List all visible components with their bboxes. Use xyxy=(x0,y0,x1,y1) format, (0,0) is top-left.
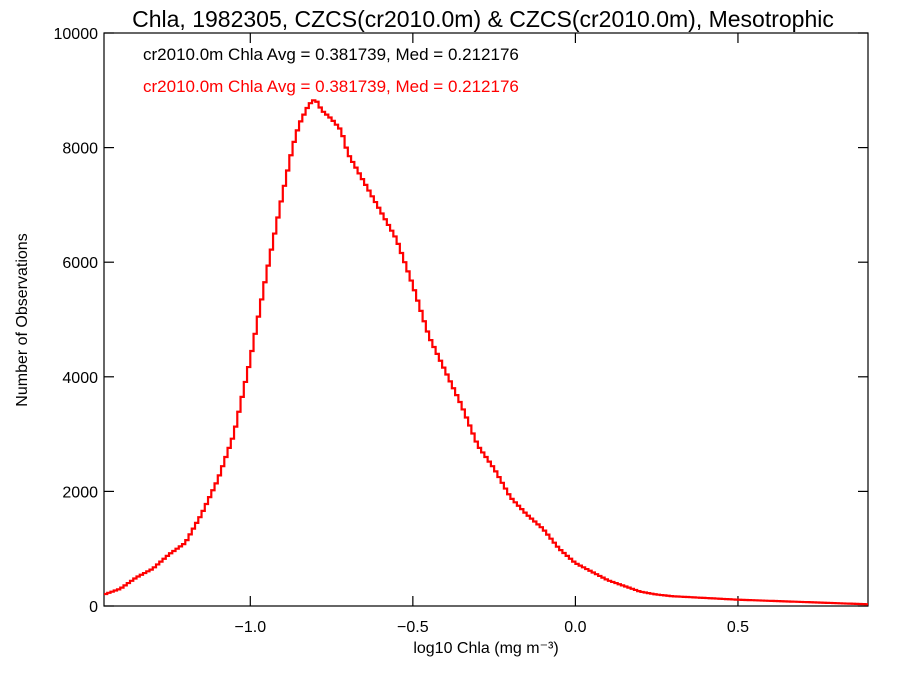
y-axis-label: Number of Observations xyxy=(14,233,31,406)
x-tick-label: 0.0 xyxy=(564,619,586,636)
chart-title: Chla, 1982305, CZCS(cr2010.0m) & CZCS(cr… xyxy=(132,6,834,32)
x-axis-label: log10 Chla (mg m⁻³) xyxy=(413,640,558,657)
y-tick-label: 2000 xyxy=(62,484,98,501)
plot-frame xyxy=(103,32,869,607)
x-axis-ticks: −1.0 −0.5 0.0 0.5 xyxy=(235,33,749,636)
x-tick-label: 0.5 xyxy=(727,619,749,636)
y-tick-label: 4000 xyxy=(62,370,98,387)
x-tick-label: −0.5 xyxy=(397,619,429,636)
histogram-series-line xyxy=(104,99,868,606)
stats-annotation-red: cr2010.0m Chla Avg = 0.381739, Med = 0.2… xyxy=(143,77,519,96)
x-tick-label: −1.0 xyxy=(235,619,267,636)
y-axis-ticks: 0 2000 4000 6000 8000 10000 xyxy=(54,26,868,616)
stats-annotation-black: cr2010.0m Chla Avg = 0.381739, Med = 0.2… xyxy=(143,45,519,64)
y-tick-label: 10000 xyxy=(54,26,99,43)
series-layer xyxy=(104,99,868,606)
y-tick-label: 0 xyxy=(89,599,98,616)
y-tick-label: 8000 xyxy=(62,141,98,158)
y-tick-label: 6000 xyxy=(62,255,98,272)
